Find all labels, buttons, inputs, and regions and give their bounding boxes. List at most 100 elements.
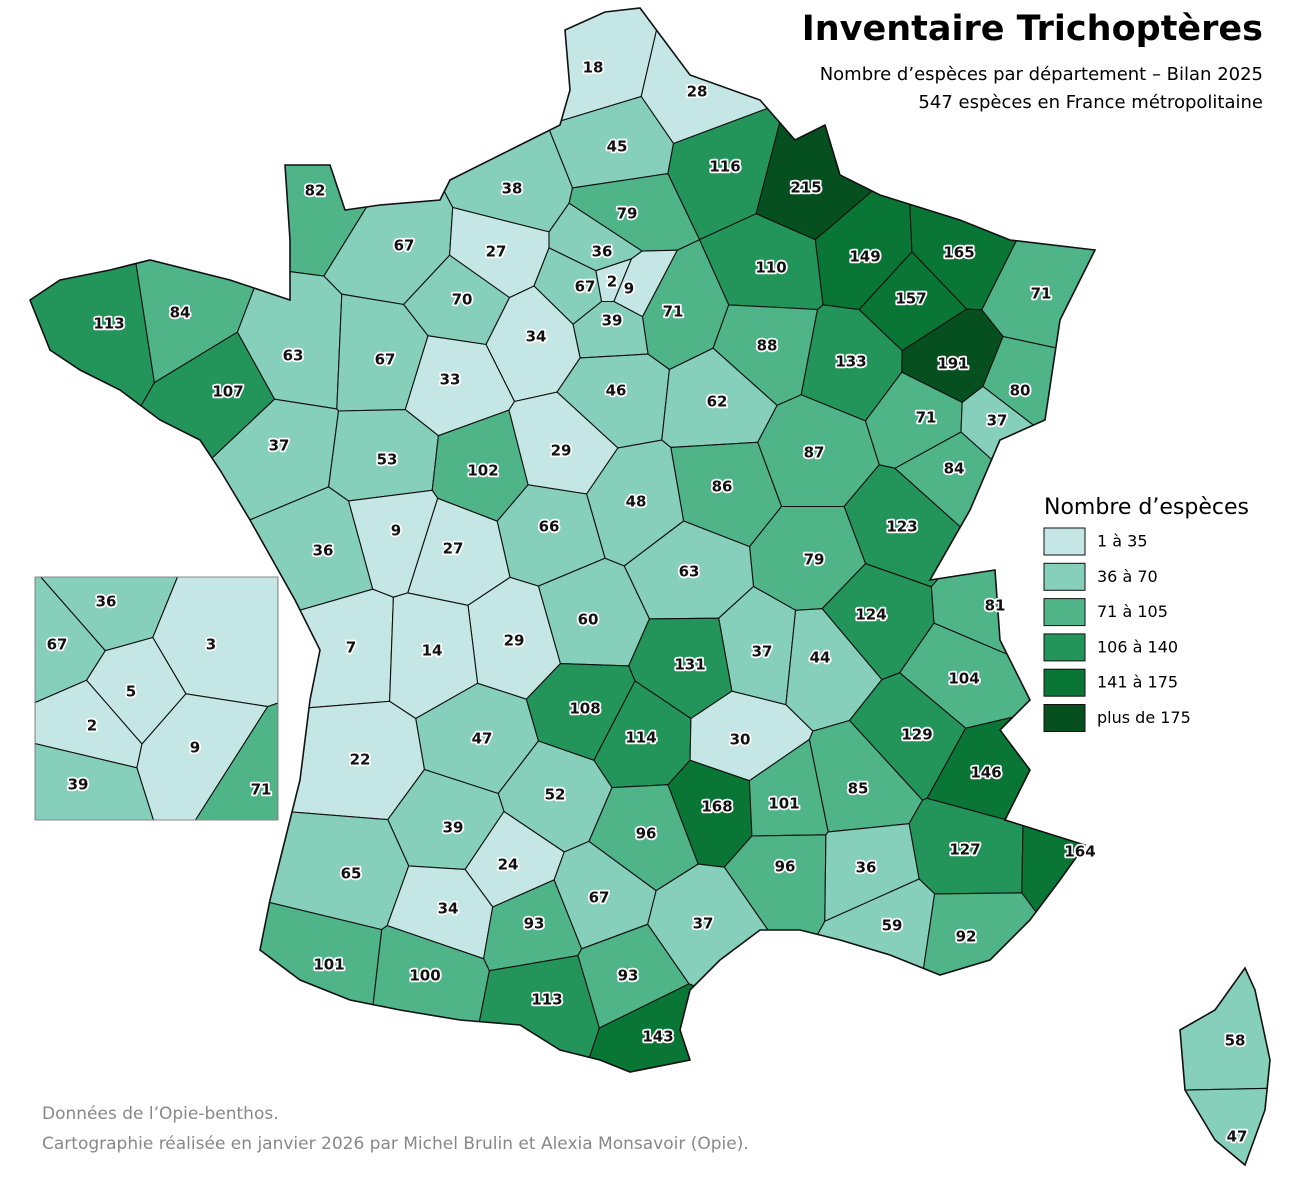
- department-label: 70: [452, 291, 473, 309]
- department-label: 86: [712, 478, 733, 496]
- department-label: 67: [47, 636, 68, 654]
- department-label: 36: [96, 593, 117, 611]
- department-label: 93: [618, 967, 639, 985]
- department-label: 80: [1010, 382, 1031, 400]
- department-label: 29: [551, 442, 572, 460]
- department-label: 34: [438, 900, 459, 918]
- department-label: 85: [848, 780, 869, 798]
- department-label: 24: [498, 856, 519, 874]
- department-label: 2: [87, 717, 97, 735]
- department-label: 22: [350, 751, 371, 769]
- legend-title: Nombre d’espèces: [1044, 495, 1249, 520]
- department-label: 165: [943, 244, 974, 262]
- department-label: 34: [526, 328, 547, 346]
- title: Inventaire Trichoptères: [802, 9, 1263, 49]
- inset-frame: [34, 576, 279, 821]
- department-label: 53: [377, 451, 398, 469]
- department-label: 46: [606, 382, 627, 400]
- subtitle: Nombre d’espèces par département – Bilan…: [820, 64, 1263, 85]
- department-label: 39: [68, 776, 89, 794]
- department-label: 67: [589, 889, 610, 907]
- department-label: 36: [592, 243, 613, 261]
- legend-swatch: [1043, 598, 1086, 627]
- department-label: 71: [916, 409, 937, 427]
- department-label: 59: [882, 917, 903, 935]
- department-label: 143: [642, 1028, 673, 1046]
- department-label: 47: [1227, 1128, 1248, 1146]
- department-label: 14: [422, 642, 443, 660]
- footer: Données de l’Opie-benthos.: [42, 1104, 279, 1124]
- department-label: 87: [804, 444, 825, 462]
- department-label: 107: [212, 383, 243, 401]
- department-label: 127: [949, 841, 980, 859]
- france-outline: [29, 7, 1271, 1167]
- department-label: 9: [190, 739, 200, 757]
- department-label: 71: [663, 303, 684, 321]
- department-label: 113: [531, 991, 562, 1009]
- legend-swatch: [1043, 527, 1086, 556]
- legend-swatch: [1043, 704, 1086, 732]
- department: [994, 1087, 1270, 1165]
- department-label: 2: [607, 273, 617, 291]
- department-label: 104: [948, 670, 979, 688]
- department-label: 7: [346, 639, 356, 657]
- department-label: 65: [341, 865, 362, 883]
- department-label: 101: [313, 956, 344, 974]
- legend-label: 106 à 140: [1097, 637, 1178, 656]
- department-label: 29: [504, 632, 525, 650]
- legend-label: 1 à 35: [1097, 532, 1148, 551]
- department: [1059, 829, 1270, 1094]
- legend-swatch: [1043, 633, 1086, 662]
- department-label: 37: [987, 412, 1008, 430]
- department-label: 215: [790, 179, 821, 197]
- department-label: 30: [730, 731, 751, 749]
- department-label: 157: [895, 290, 926, 308]
- department: [981, 8, 1270, 402]
- department-label: 5: [126, 683, 136, 701]
- department-label: 62: [707, 393, 728, 411]
- legend-swatch: [1043, 668, 1086, 697]
- department-label: 66: [539, 518, 560, 536]
- department-label: 82: [305, 182, 326, 200]
- department-label: 124: [855, 606, 886, 624]
- department-label: 27: [443, 540, 464, 558]
- department-label: 67: [394, 237, 415, 255]
- department-label: 149: [849, 248, 880, 266]
- department-label: 28: [687, 83, 708, 101]
- department-label: 88: [757, 337, 778, 355]
- subtitle: 547 espèces en France métropolitaine: [918, 92, 1263, 113]
- department-label: 92: [956, 928, 977, 946]
- department-label: 131: [674, 656, 705, 674]
- department-label: 113: [93, 315, 124, 333]
- department: [35, 743, 154, 820]
- department-label: 123: [886, 518, 917, 536]
- department-label: 84: [944, 460, 965, 478]
- department-label: 84: [170, 304, 191, 322]
- department-label: 101: [768, 795, 799, 813]
- department-label: 93: [524, 915, 545, 933]
- department-label: 79: [804, 551, 825, 569]
- department-label: 9: [624, 280, 634, 298]
- department-label: 67: [375, 351, 396, 369]
- department-label: 191: [937, 355, 968, 373]
- department-label: 44: [810, 649, 831, 667]
- legend-label: 71 à 105: [1097, 602, 1168, 621]
- department-label: 48: [626, 493, 647, 511]
- department-label: 37: [693, 915, 714, 933]
- department-label: 63: [283, 347, 304, 365]
- department: [30, 8, 155, 643]
- department-label: 27: [486, 243, 507, 261]
- department-label: 114: [625, 729, 656, 747]
- department-label: 146: [970, 764, 1001, 782]
- department-label: 102: [467, 462, 498, 480]
- department-label: 3: [206, 636, 216, 654]
- department-label: 33: [440, 371, 461, 389]
- department-label: 164: [1064, 843, 1095, 861]
- department-label: 129: [901, 726, 932, 744]
- legend-label: 36 à 70: [1097, 567, 1158, 586]
- department-label: 9: [391, 522, 401, 540]
- department-label: 47: [472, 730, 493, 748]
- department-label: 96: [636, 825, 657, 843]
- department-label: 110: [755, 259, 786, 277]
